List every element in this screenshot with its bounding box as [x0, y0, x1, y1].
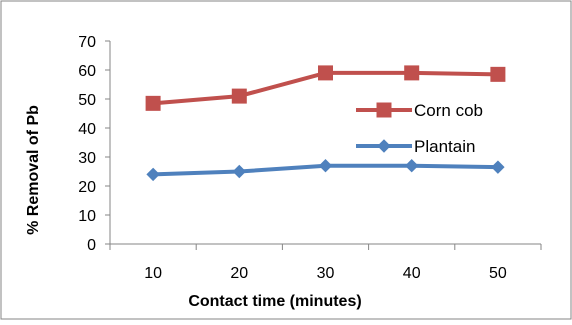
y-tick-label: 30: [78, 150, 96, 167]
legend: Corn cob Plantain: [356, 101, 483, 156]
x-tick-label: 20: [230, 265, 248, 282]
legend-label: Plantain: [414, 137, 475, 156]
data-point: [318, 65, 333, 81]
y-tick-labels: 0 10 20 30 40 50 60 70: [78, 34, 110, 254]
series-2: [146, 158, 505, 182]
y-tick-label: 40: [78, 121, 96, 138]
data-point: [232, 164, 247, 179]
legend-entry: Corn cob: [356, 101, 483, 120]
x-tick-label: 40: [403, 265, 421, 282]
data-point: [318, 158, 333, 173]
y-tick-label: 10: [78, 208, 96, 225]
data-point: [145, 95, 161, 111]
y-tick-label: 70: [78, 34, 96, 51]
legend-label: Corn cob: [414, 101, 483, 120]
x-tick-label: 50: [489, 265, 507, 282]
axes: [109, 41, 541, 245]
x-axis-title: Contact time (minutes): [188, 293, 361, 310]
data-point: [231, 88, 247, 104]
legend-entry: Plantain: [356, 137, 475, 156]
x-tick-label: 10: [144, 265, 162, 282]
y-tick-label: 60: [78, 63, 96, 80]
data-point: [404, 65, 420, 81]
series-1: [145, 65, 506, 111]
y-tick-label: 20: [78, 179, 96, 196]
y-axis-title: % Removal of Pb: [25, 105, 42, 235]
y-tick-label: 50: [78, 92, 96, 109]
legend-marker: [376, 102, 392, 118]
data-point: [404, 158, 419, 173]
data-point: [490, 66, 506, 82]
x-tick-labels: 10 20 30 40 50: [109, 244, 542, 282]
y-tick-label: 0: [87, 237, 96, 254]
data-point: [491, 160, 505, 174]
data-point: [146, 167, 160, 182]
legend-marker: [377, 139, 391, 153]
series-layer: [145, 65, 506, 182]
x-tick-label: 30: [317, 265, 335, 282]
